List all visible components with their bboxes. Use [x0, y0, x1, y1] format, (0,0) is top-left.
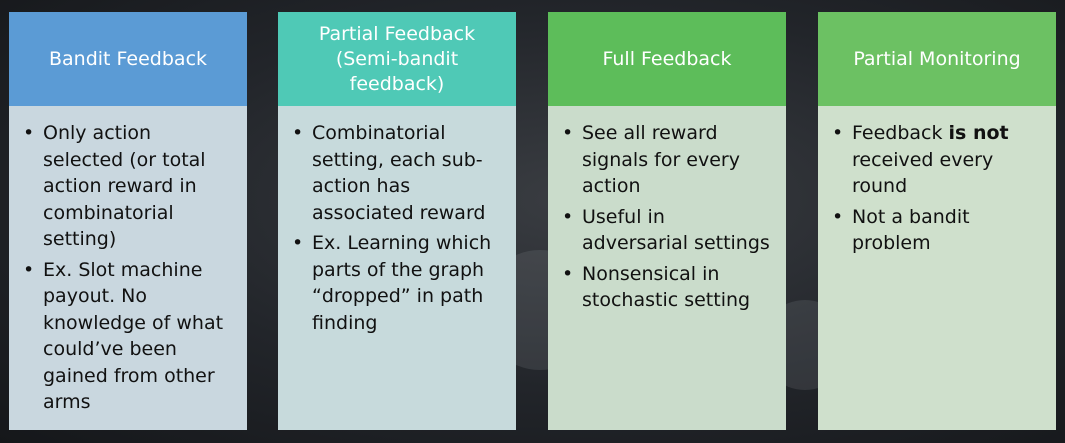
card-title: Full Feedback — [602, 47, 731, 72]
list-item: See all reward signals for every action — [560, 120, 776, 200]
card-bandit-feedback: Bandit Feedback Only action selected (or… — [9, 12, 247, 430]
card-title: Bandit Feedback — [49, 47, 207, 72]
list-item: Nonsensical in stochastic setting — [560, 261, 776, 314]
list-item: Not a bandit problem — [830, 204, 1046, 257]
emphasis-text: is not — [949, 122, 1009, 144]
list-item-text: Feedback — [852, 122, 949, 144]
card-body: See all reward signals for every action … — [548, 106, 786, 430]
list-item: Ex. Learning which parts of the graph “d… — [290, 230, 506, 336]
list-item: Only action selected (or total action re… — [21, 120, 237, 253]
card-title: Partial Monitoring — [853, 47, 1020, 72]
card-body: Feedback is not received every round Not… — [818, 106, 1056, 430]
list-item: Feedback is not received every round — [830, 120, 1046, 200]
list-item: Combinatorial setting, each sub-action h… — [290, 120, 506, 226]
list-item: Ex. Slot machine payout. No knowledge of… — [21, 257, 237, 416]
list-item-text: received every round — [852, 149, 993, 198]
list-item: Useful in adversarial settings — [560, 204, 776, 257]
card-partial-feedback: Partial Feedback (Semi-bandit feedback) … — [278, 12, 516, 430]
card-header: Bandit Feedback — [9, 12, 247, 106]
card-body: Only action selected (or total action re… — [9, 106, 247, 430]
card-partial-monitoring: Partial Monitoring Feedback is not recei… — [818, 12, 1056, 430]
card-header: Full Feedback — [548, 12, 786, 106]
card-header: Partial Feedback (Semi-bandit feedback) — [278, 12, 516, 106]
card-full-feedback: Full Feedback See all reward signals for… — [548, 12, 786, 430]
card-title: Partial Feedback (Semi-bandit feedback) — [319, 22, 475, 97]
card-header: Partial Monitoring — [818, 12, 1056, 106]
card-body: Combinatorial setting, each sub-action h… — [278, 106, 516, 430]
